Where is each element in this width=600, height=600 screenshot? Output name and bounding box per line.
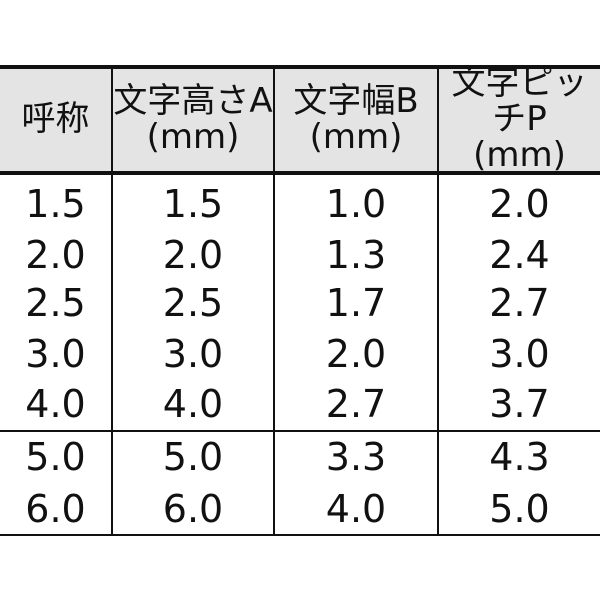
table-cell: 1.3: [325, 233, 387, 278]
header-line1: 文字高さA: [113, 81, 273, 122]
table-cell: 2.0: [489, 182, 550, 227]
table-cell: 2.0: [162, 233, 224, 278]
table-cell: 1.7: [325, 281, 387, 326]
table-cell: 4.0: [162, 382, 224, 427]
column-divider: [437, 65, 439, 536]
table-cell: 5.0: [162, 435, 224, 480]
table-cell: 3.3: [325, 435, 387, 480]
table-cell: 6.0: [162, 487, 224, 532]
table-cell: 2.0: [325, 332, 387, 377]
table-bottom-border: [0, 534, 600, 536]
table-cell: 3.0: [25, 332, 86, 377]
header-line2: (mm): [146, 117, 240, 157]
row-divider: [0, 430, 600, 432]
table-cell: 2.5: [162, 281, 224, 326]
header-char-width: 文字幅B (mm): [275, 69, 437, 171]
table-cell: 1.0: [325, 182, 387, 227]
header-line1: 呼称: [21, 99, 90, 140]
header-line2: (mm): [473, 134, 566, 175]
header-line2: (mm): [309, 117, 403, 157]
table-cell: 2.4: [489, 233, 550, 278]
table-cell: 6.0: [25, 487, 86, 532]
table-cell: 3.0: [162, 332, 224, 377]
header-char-pitch: 文字ピッチP (mm): [439, 63, 600, 175]
header-line1: 文字幅B: [293, 81, 419, 122]
table-cell: 2.7: [325, 382, 387, 427]
table-cell: 2.7: [489, 281, 550, 326]
spec-table: 呼称 文字高さA (mm) 文字幅B (mm) 文字ピッチP (mm) 1.5 1.5 1.0 2.…: [0, 65, 600, 536]
header-line1: 文字ピッチP: [451, 63, 588, 140]
column-divider: [273, 65, 275, 536]
column-divider: [111, 65, 113, 536]
table-cell: 1.5: [25, 182, 86, 227]
header-nominal: 呼称: [0, 69, 111, 171]
table-cell: 5.0: [25, 435, 86, 480]
table-cell: 4.3: [489, 435, 550, 480]
table-cell: 3.7: [489, 382, 550, 427]
table-cell: 2.0: [25, 233, 86, 278]
table-cell: 2.5: [25, 281, 86, 326]
table-cell: 5.0: [489, 487, 550, 532]
header-char-height: 文字高さA (mm): [113, 69, 273, 171]
table-header: [0, 65, 600, 175]
table-cell: 4.0: [325, 487, 387, 532]
table-cell: 3.0: [489, 332, 550, 377]
table-cell: 1.5: [162, 182, 224, 227]
table-cell: 4.0: [25, 382, 86, 427]
